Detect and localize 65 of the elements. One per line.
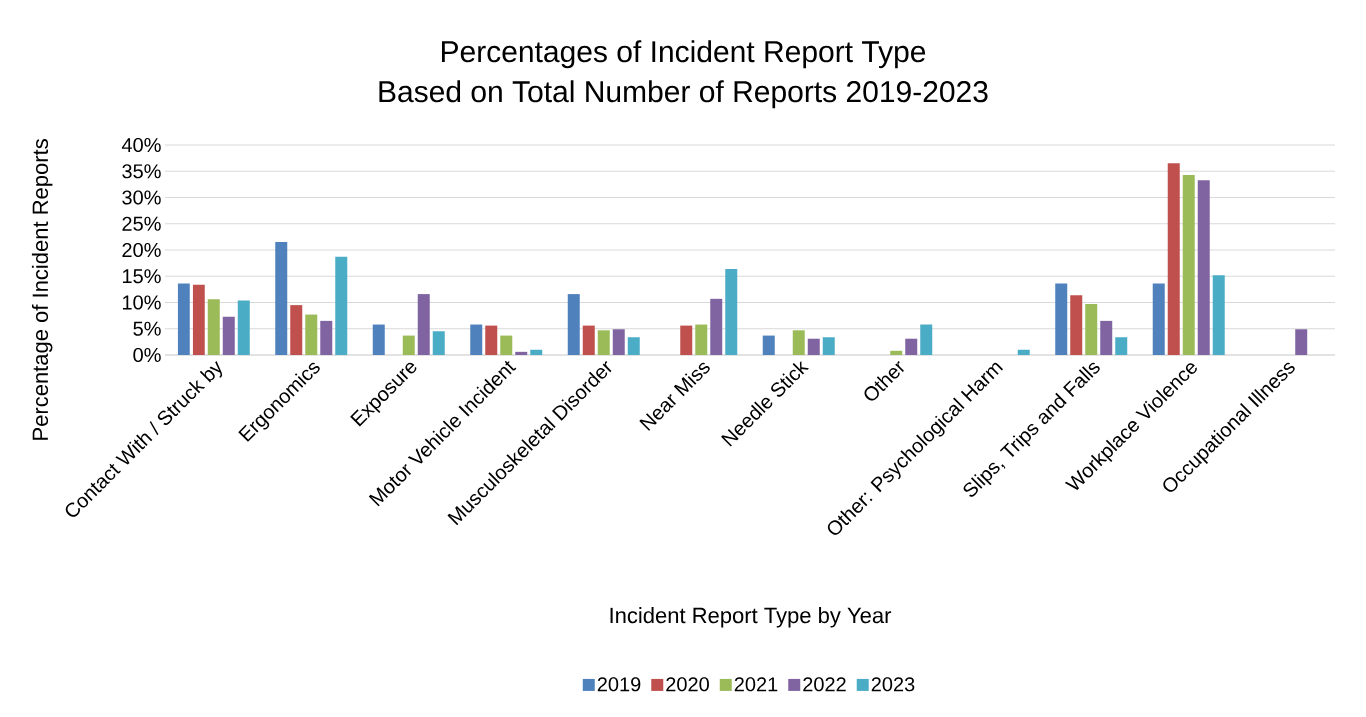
- bar: [1197, 180, 1210, 355]
- y-tick-label: 40%: [121, 137, 161, 153]
- bar: [695, 324, 708, 355]
- y-tick-label: 10%: [122, 295, 161, 310]
- bar: [725, 268, 738, 355]
- bar: [1070, 295, 1083, 355]
- bar: [305, 314, 318, 355]
- bar: [515, 351, 528, 355]
- legend-label: 2022: [803, 677, 846, 692]
- bar: [680, 325, 693, 355]
- bar: [335, 256, 348, 355]
- bar: [890, 350, 903, 355]
- y-tick-label: 5%: [133, 321, 161, 336]
- bar: [807, 338, 820, 355]
- bar: [582, 325, 595, 355]
- y-tick-label: 20%: [122, 242, 161, 258]
- bar: [207, 299, 220, 355]
- bar: [920, 324, 933, 355]
- bar: [822, 337, 835, 355]
- bar: [417, 294, 430, 355]
- y-tick-label: 0%: [133, 347, 161, 363]
- chart-subtitle: Based on Total Number of Reports 2019-2023: [379, 80, 988, 109]
- bar: [290, 305, 303, 355]
- bar: [762, 335, 775, 355]
- bar: [567, 294, 580, 355]
- bar: [372, 324, 385, 355]
- bar: [1055, 283, 1068, 355]
- x-axis-title: Incident Report Type by Year: [610, 607, 892, 628]
- bar: [177, 283, 190, 355]
- y-tick-label: 15%: [122, 269, 161, 284]
- bar: [1212, 275, 1225, 355]
- bar: [627, 337, 640, 355]
- bar: [1182, 174, 1195, 355]
- bar: [402, 335, 415, 355]
- y-tick-label: 30%: [122, 190, 161, 205]
- legend-label: 2020: [666, 677, 709, 692]
- bar: [612, 329, 625, 355]
- bar: [1085, 304, 1098, 355]
- bar: [1100, 320, 1113, 355]
- bar: [1017, 349, 1030, 355]
- y-axis-title: Percentage of Incident Reports: [31, 139, 53, 440]
- bar: [320, 320, 333, 355]
- bar: [500, 335, 513, 355]
- bar: [1167, 163, 1180, 355]
- bar: [710, 298, 723, 355]
- bar: [1152, 283, 1165, 355]
- legend-label: 2021: [734, 677, 778, 692]
- bar: [1115, 337, 1128, 355]
- y-tick-label: 25%: [122, 216, 161, 231]
- bar: [275, 242, 288, 355]
- bar: [530, 349, 543, 355]
- y-tick-label: 35%: [122, 164, 161, 179]
- chart-title: Percentages of Incident Report Type: [441, 40, 926, 69]
- bar: [905, 338, 918, 355]
- bar: [1295, 329, 1308, 355]
- bar: [222, 316, 235, 355]
- bar: [237, 300, 250, 355]
- legend-label: 2023: [871, 677, 915, 692]
- legend-label: 2019: [597, 677, 641, 692]
- bar: [470, 324, 483, 355]
- bar: [192, 284, 205, 355]
- bar: [432, 331, 445, 355]
- bar: [792, 330, 805, 355]
- bar: [597, 330, 610, 355]
- bar: [485, 325, 498, 355]
